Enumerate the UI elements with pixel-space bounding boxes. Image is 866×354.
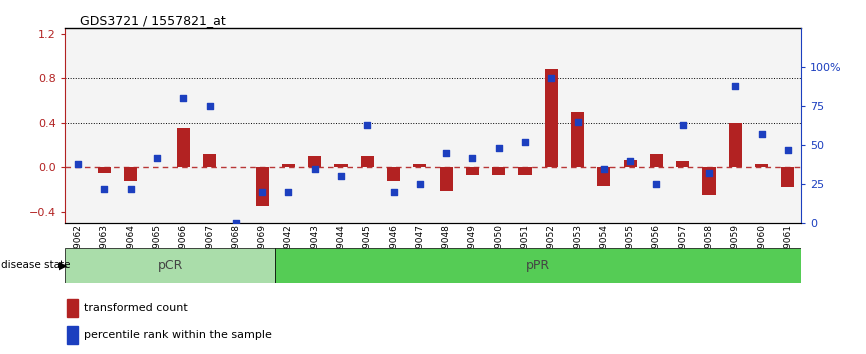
Bar — [722, 28, 748, 223]
Point — [98, 186, 112, 192]
Bar — [144, 28, 170, 223]
Bar — [380, 28, 407, 223]
Bar — [748, 28, 775, 223]
Bar — [492, 167, 505, 175]
Bar — [328, 28, 354, 223]
Bar — [433, 28, 459, 223]
Bar — [466, 167, 479, 175]
Bar — [387, 167, 400, 181]
Point — [413, 181, 427, 187]
Bar — [275, 248, 801, 283]
Bar — [118, 28, 144, 223]
Bar — [308, 156, 321, 167]
Point — [492, 145, 506, 151]
Bar — [538, 28, 565, 223]
Text: pPR: pPR — [526, 259, 550, 272]
Point — [386, 189, 400, 195]
Bar — [519, 167, 532, 175]
Point — [439, 150, 453, 156]
Point — [675, 122, 689, 128]
Bar — [281, 164, 295, 167]
Bar — [669, 28, 696, 223]
Point — [334, 173, 348, 179]
Bar — [755, 164, 768, 167]
Text: GDS3721 / 1557821_at: GDS3721 / 1557821_at — [80, 14, 225, 27]
Bar — [643, 28, 669, 223]
Text: transformed count: transformed count — [85, 303, 188, 313]
Bar — [571, 112, 585, 167]
Text: percentile rank within the sample: percentile rank within the sample — [85, 330, 272, 341]
Bar — [617, 28, 643, 223]
Point — [728, 83, 742, 89]
Bar — [512, 28, 538, 223]
Bar — [203, 154, 216, 167]
Bar — [65, 28, 91, 223]
Point — [203, 103, 216, 109]
Point — [255, 189, 269, 195]
Bar — [197, 28, 223, 223]
Text: ▶: ▶ — [59, 261, 68, 270]
Bar — [177, 129, 190, 167]
Bar — [624, 160, 637, 167]
Point — [124, 186, 138, 192]
Point — [177, 96, 191, 101]
Bar — [334, 164, 347, 167]
Bar — [775, 28, 801, 223]
Bar — [676, 161, 689, 167]
Text: pCR: pCR — [158, 259, 183, 272]
Bar — [650, 154, 663, 167]
Bar — [413, 164, 426, 167]
Point — [150, 155, 164, 160]
Point — [781, 147, 795, 153]
Bar — [65, 248, 275, 283]
Bar — [565, 28, 591, 223]
Bar — [98, 167, 111, 173]
Point — [624, 158, 637, 164]
Bar — [459, 28, 486, 223]
Bar — [486, 28, 512, 223]
Bar — [361, 156, 374, 167]
Bar — [170, 28, 197, 223]
Bar — [729, 123, 742, 167]
Bar — [223, 28, 249, 223]
Bar — [407, 28, 433, 223]
Bar — [301, 28, 328, 223]
Point — [360, 122, 374, 128]
Bar — [68, 299, 78, 317]
Bar — [124, 167, 137, 181]
Point — [650, 181, 663, 187]
Point — [229, 220, 242, 226]
Point — [307, 166, 321, 171]
Bar — [781, 167, 794, 187]
Point — [281, 189, 295, 195]
Point — [571, 119, 585, 125]
Bar — [598, 167, 611, 186]
Point — [702, 170, 716, 176]
Point — [71, 161, 85, 167]
Bar — [249, 28, 275, 223]
Bar — [68, 326, 78, 344]
Bar — [440, 167, 453, 191]
Point — [518, 139, 532, 145]
Point — [545, 75, 559, 81]
Bar — [354, 28, 380, 223]
Bar — [275, 28, 301, 223]
Point — [597, 166, 611, 171]
Point — [754, 131, 768, 137]
Text: disease state: disease state — [1, 261, 70, 270]
Point — [466, 155, 480, 160]
Bar — [591, 28, 617, 223]
Bar — [91, 28, 118, 223]
Bar — [696, 28, 722, 223]
Bar — [702, 167, 715, 195]
Bar — [255, 167, 268, 206]
Bar — [545, 69, 558, 167]
